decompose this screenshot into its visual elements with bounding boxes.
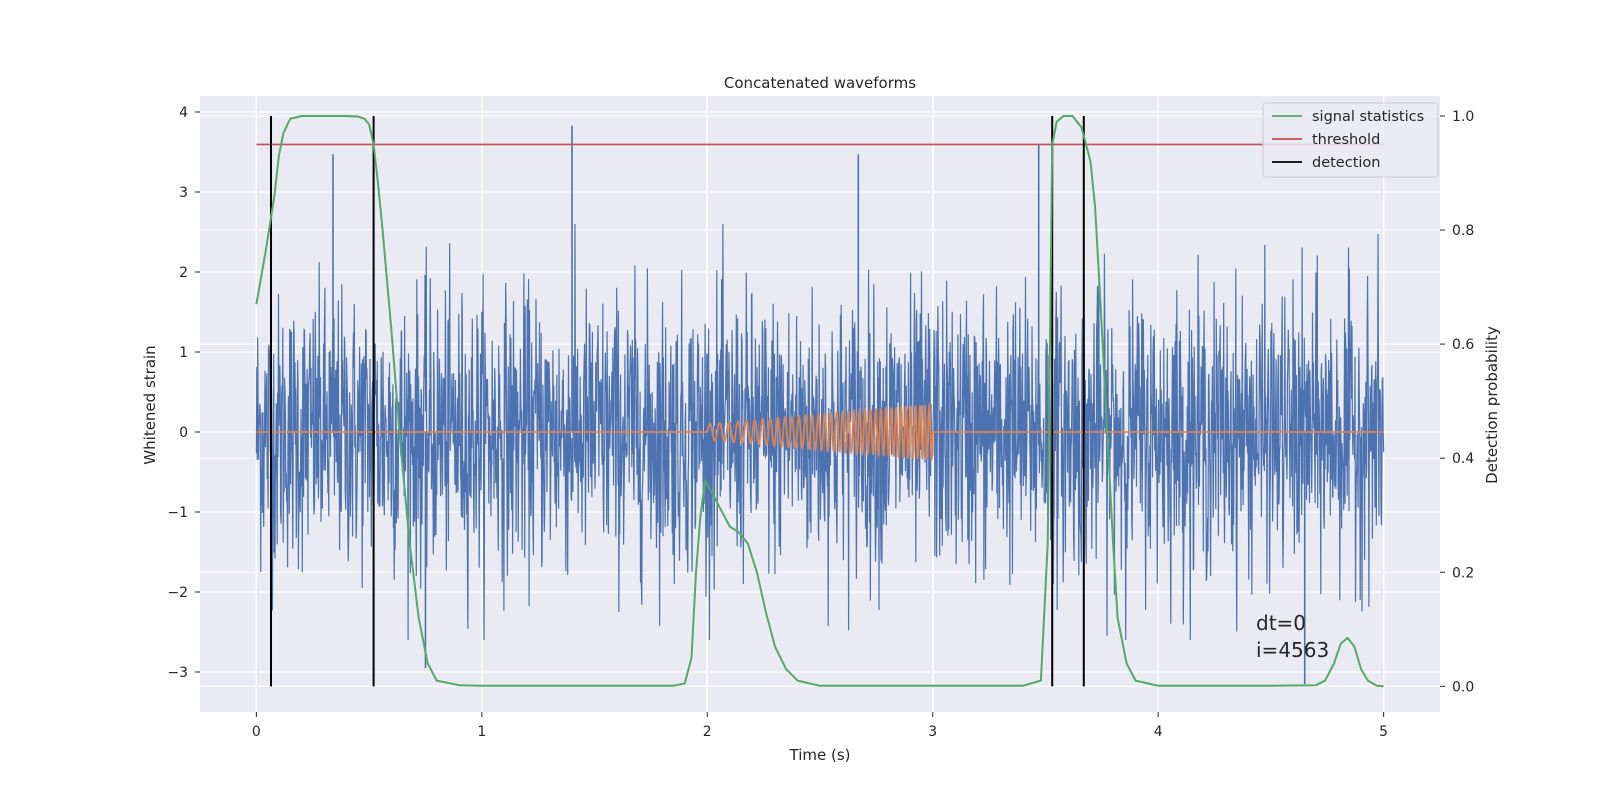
left-y-axis: −3 −2 −1 0 1 2 3 4 <box>167 105 200 681</box>
legend: signal statistics threshold detection <box>1262 102 1439 178</box>
left-y-tick-label: 4 <box>179 105 188 121</box>
right-y-axis-label: Detection probability <box>1483 326 1501 484</box>
x-tick-label: 5 <box>1379 724 1388 740</box>
left-y-axis-label: Whitened strain <box>141 345 159 464</box>
signal-statistics-line <box>255 115 1384 688</box>
x-tick-label: 3 <box>928 724 937 740</box>
right-y-tick-label: 0.2 <box>1452 565 1474 581</box>
legend-label-detection: detection <box>1312 155 1380 171</box>
waveform-line <box>256 402 1384 461</box>
right-y-tick-label: 1.0 <box>1452 109 1474 125</box>
right-y-tick-label: 0.4 <box>1452 451 1474 467</box>
left-y-tick-label: 1 <box>179 345 188 361</box>
annotation-line-1: dt=0 <box>1256 611 1306 635</box>
x-tick-label: 2 <box>703 724 712 740</box>
x-tick-label: 0 <box>252 724 261 740</box>
legend-label-threshold: threshold <box>1312 132 1380 148</box>
legend-label-signal-statistics: signal statistics <box>1312 109 1424 125</box>
right-y-tick-label: 0.6 <box>1452 337 1474 353</box>
x-axis: 0 1 2 3 4 5 <box>252 712 1388 740</box>
x-tick-label: 4 <box>1154 724 1163 740</box>
legend-box <box>1262 102 1439 178</box>
chart-title: Concatenated waveforms <box>724 74 916 92</box>
waveform-series <box>256 402 1384 461</box>
right-y-axis: 0.0 0.2 0.4 0.6 0.8 1.0 <box>1440 109 1474 695</box>
left-y-tick-label: 3 <box>179 185 188 201</box>
x-tick-label: 1 <box>477 724 486 740</box>
left-y-tick-label: −1 <box>167 505 188 521</box>
right-y-tick-label: 0.8 <box>1452 223 1474 239</box>
left-y-tick-label: 0 <box>179 425 188 441</box>
x-axis-label: Time (s) <box>789 746 851 764</box>
annotation: dt=0 i=4563 <box>1256 611 1329 662</box>
left-y-tick-label: −2 <box>167 585 188 601</box>
annotation-line-2: i=4563 <box>1256 638 1329 662</box>
right-y-tick-label: 0.0 <box>1452 679 1474 695</box>
left-y-tick-label: 2 <box>179 265 188 281</box>
signal-statistics-series <box>255 115 1384 688</box>
left-y-tick-label: −3 <box>167 665 188 681</box>
